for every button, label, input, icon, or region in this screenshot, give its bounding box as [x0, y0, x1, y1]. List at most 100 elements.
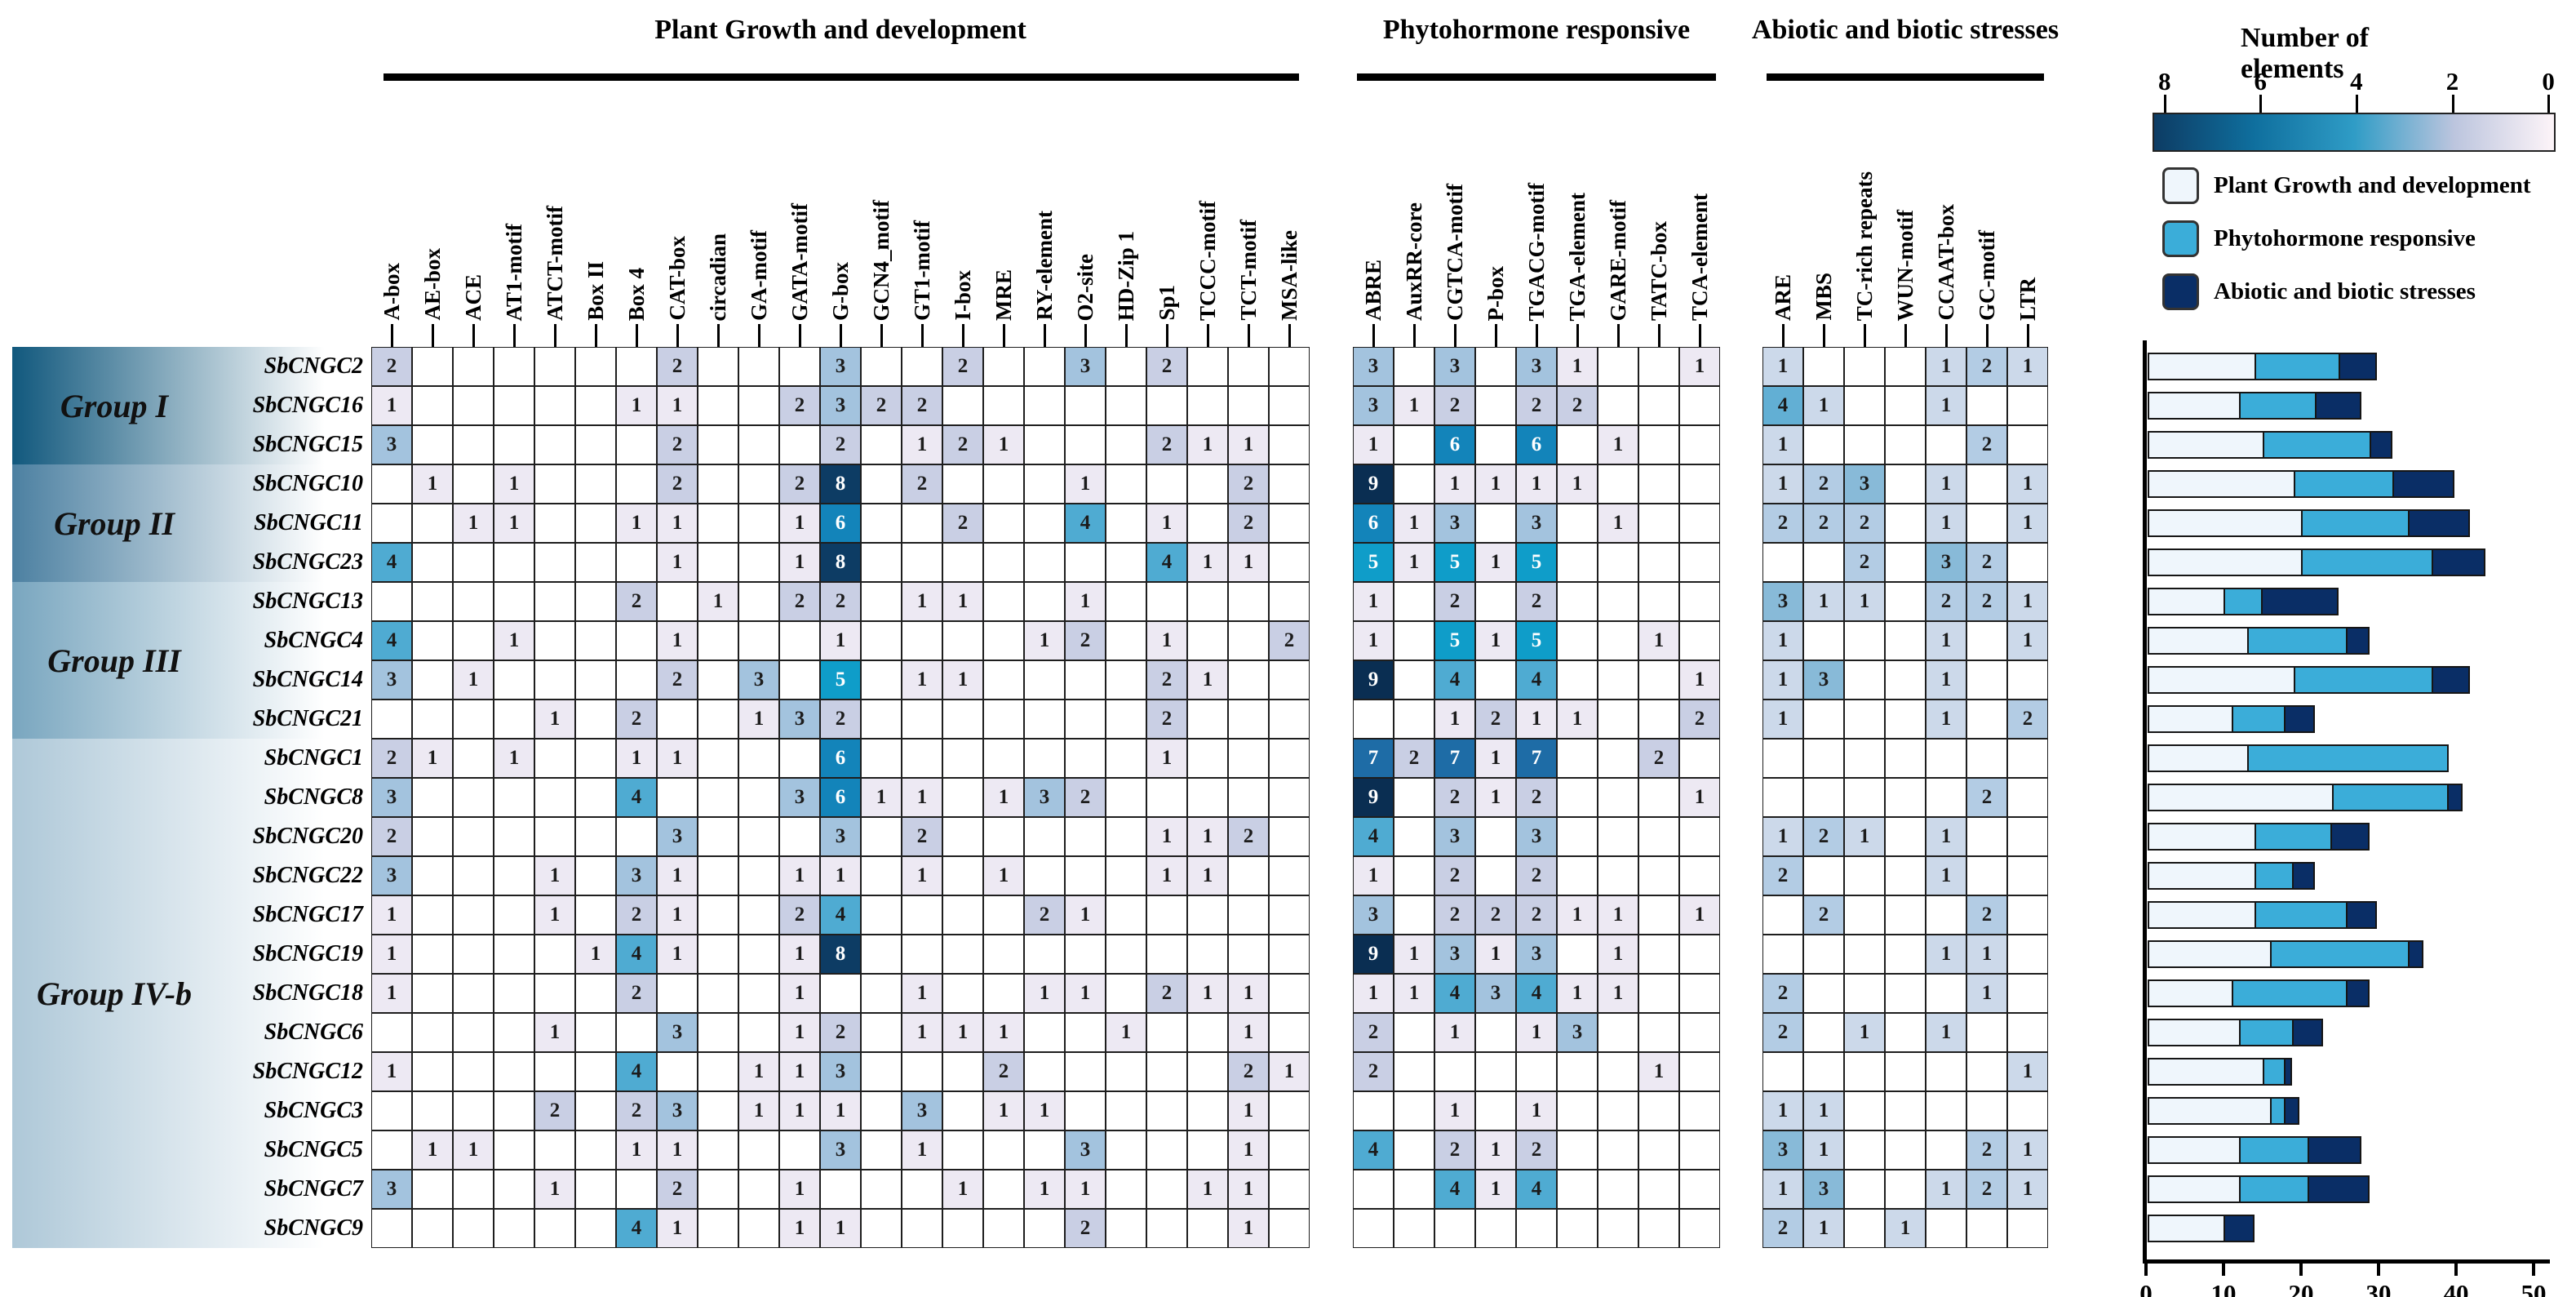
heatmap-cell: 2: [657, 1170, 698, 1209]
heatmap-cell: 6: [1353, 504, 1394, 543]
bar-segment-stress: [2284, 1097, 2299, 1125]
heatmap-cell: [1557, 778, 1598, 817]
heatmap-cell: [1679, 1170, 1720, 1209]
heatmap-cell: [1187, 739, 1228, 778]
heatmap-cell: 1: [1638, 621, 1679, 660]
bar-segment-hormone: [2270, 940, 2410, 968]
heatmap-cell: [1024, 660, 1065, 700]
heatmap-cell: 1: [1679, 660, 1720, 700]
heatmap-cell: 2: [1146, 425, 1187, 464]
heatmap-cell: 1: [412, 1130, 453, 1170]
color-scale-gradient: [2153, 113, 2556, 152]
heatmap-cell: 1: [1475, 739, 1516, 778]
heatmap-cell: 1: [534, 1013, 575, 1052]
heatmap-cell: [1598, 1170, 1638, 1209]
heatmap-cell: [1353, 1091, 1394, 1130]
heatmap-cell: [942, 935, 983, 974]
bar-segment-stress: [2315, 392, 2361, 420]
heatmap-cell: 2: [1966, 582, 2007, 621]
heatmap-cell: 3: [738, 660, 779, 700]
heatmap-cell: [1024, 1052, 1065, 1091]
bar-x-tick: [2222, 1259, 2225, 1276]
heatmap-cell: 2: [1434, 895, 1475, 935]
heatmap-cell: 4: [1516, 1170, 1557, 1209]
heatmap-cell: 8: [820, 464, 861, 504]
heatmap-cell: [738, 895, 779, 935]
legend-swatch: [2162, 220, 2199, 257]
heatmap-cell: [1679, 856, 1720, 895]
heatmap-cell: 1: [1926, 1013, 1966, 1052]
heatmap-cell: [983, 582, 1024, 621]
heatmap-cell: [1106, 621, 1146, 660]
heatmap-cell: [1516, 1209, 1557, 1248]
heatmap-cell: [1885, 386, 1926, 425]
heatmap-cell: [1106, 1052, 1146, 1091]
heatmap-cell: [1065, 386, 1106, 425]
heatmap-cell: 1: [1557, 974, 1598, 1013]
heatmap-cell: 1: [983, 856, 1024, 895]
heatmap-cell: [1598, 1209, 1638, 1248]
heatmap-cell: 9: [1353, 464, 1394, 504]
heatmap-cell: [371, 700, 412, 739]
heatmap-cell: 1: [902, 974, 942, 1013]
heatmap-cell: [657, 582, 698, 621]
heatmap-cell: [1106, 1130, 1146, 1170]
heatmap-cell: 2: [902, 386, 942, 425]
column-tick: [1536, 324, 1538, 347]
heatmap-cell: 1: [575, 935, 616, 974]
heatmap-cell: [1638, 1209, 1679, 1248]
bar-x-tick-label: 50: [2521, 1279, 2547, 1297]
stacked-bar: [2148, 1058, 2292, 1086]
heatmap-cell: [1885, 700, 1926, 739]
heatmap-cell: [1146, 1013, 1187, 1052]
heatmap-cell: [1762, 935, 1803, 974]
heatmap-cell: [698, 778, 738, 817]
heatmap-cell: 1: [1065, 464, 1106, 504]
heatmap-cell: 3: [1762, 1130, 1803, 1170]
heatmap-cell: [1638, 425, 1679, 464]
column-label: GA-motif: [746, 230, 771, 321]
heatmap-cell: 2: [942, 425, 983, 464]
heatmap-cell: 1: [1926, 856, 1966, 895]
heatmap-cell: [698, 739, 738, 778]
heatmap-cell: [1844, 1091, 1885, 1130]
heatmap-cell: 1: [657, 895, 698, 935]
scale-tick-label: 4: [2350, 67, 2363, 95]
heatmap-cell: [698, 935, 738, 974]
heatmap-cell: [1926, 1130, 1966, 1170]
heatmap-cell: [494, 1170, 534, 1209]
heatmap-cell: [1679, 1013, 1720, 1052]
heatmap-cell: [1106, 700, 1146, 739]
bar-segment-growth: [2148, 549, 2303, 576]
heatmap-cell: 1: [1762, 464, 1803, 504]
heatmap-cell: [1269, 582, 1310, 621]
heatmap-cell: [738, 1209, 779, 1248]
gene-label: SbCNGC2: [264, 353, 363, 379]
heatmap-cell: 1: [1187, 856, 1228, 895]
bar-segment-stress: [2431, 666, 2470, 694]
bar-x-tick: [2454, 1259, 2458, 1276]
heatmap-cell: [1106, 856, 1146, 895]
heatmap-cell: [1106, 464, 1146, 504]
heatmap-cell: [698, 386, 738, 425]
heatmap-cell: [1966, 464, 2007, 504]
heatmap-cell: [1885, 464, 1926, 504]
heatmap-cell: [1844, 621, 1885, 660]
heatmap-cell: [983, 504, 1024, 543]
heatmap-cell: 1: [1187, 660, 1228, 700]
heatmap-cell: 1: [1926, 464, 1966, 504]
heatmap-cell: [2007, 660, 2048, 700]
heatmap-cell: 2: [1146, 974, 1187, 1013]
heatmap-cell: [1966, 856, 2007, 895]
heatmap-cell: [453, 974, 494, 1013]
heatmap-cell: [1475, 582, 1516, 621]
heatmap-cell: [983, 464, 1024, 504]
heatmap-cell: [1024, 464, 1065, 504]
column-tick: [962, 324, 964, 347]
bar-segment-hormone: [2231, 705, 2286, 733]
heatmap-cell: [1762, 739, 1803, 778]
heatmap-cell: [1106, 974, 1146, 1013]
bar-segment-hormone: [2246, 627, 2348, 655]
bar-segment-hormone: [2239, 1019, 2294, 1046]
heatmap-cell: [861, 1013, 902, 1052]
